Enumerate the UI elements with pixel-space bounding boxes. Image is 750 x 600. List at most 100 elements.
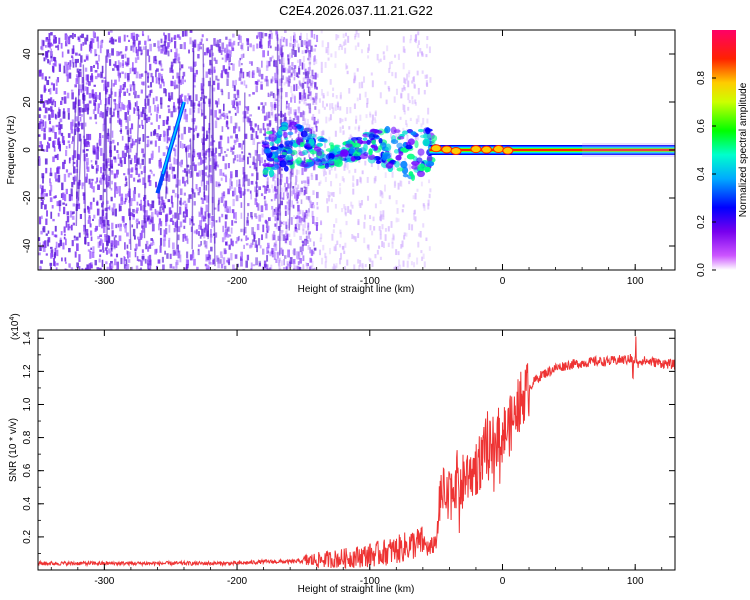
- spectrogram-faint-cell: [287, 263, 290, 270]
- spectrogram-faint-cell: [410, 34, 413, 41]
- spectrogram-faint-cell: [277, 260, 280, 266]
- spectrogram-faint-cell: [303, 63, 306, 69]
- spectrogram-noise-cell: [100, 147, 103, 156]
- spectrogram-faint-cell: [344, 206, 347, 210]
- spectrogram-faint-cell: [295, 190, 298, 195]
- spectrogram-noise-cell: [40, 201, 43, 209]
- spectrogram-noise-cell: [284, 67, 287, 72]
- spectrogram-noise-cell: [273, 59, 275, 63]
- spectrogram-noise-cell: [126, 193, 130, 197]
- spectrogram-faint-cell: [354, 168, 357, 173]
- spectrogram-noise-cell: [157, 72, 161, 81]
- spectrogram-faint-cell: [407, 80, 410, 88]
- spectrogram-noise-cell: [268, 120, 272, 126]
- spectrogram-noise-cell: [189, 66, 193, 71]
- spectrogram-noise-cell: [294, 112, 297, 116]
- spectrogram-noise-cell: [227, 226, 230, 232]
- spectrogram-noise-cell: [147, 35, 150, 42]
- spectrogram-noise-cell: [147, 200, 149, 206]
- spectrogram-noise-cell: [249, 125, 253, 131]
- spectrogram-noise-cell: [242, 53, 245, 58]
- spectrogram-noise-cell: [93, 150, 96, 155]
- spectrogram-noise-cell: [314, 221, 317, 226]
- spectrogram-noise-cell: [54, 113, 57, 119]
- spectrogram-noise-cell: [67, 49, 70, 54]
- spectrogram-faint-cell: [358, 125, 361, 130]
- spectrogram-noise-cell: [222, 225, 224, 233]
- spectrogram-noise-cell: [270, 199, 273, 202]
- spectrogram-noise-cell: [48, 137, 52, 141]
- spectrogram-noise-cell: [66, 211, 69, 216]
- spectrogram-faint-cell: [358, 82, 361, 89]
- spectrogram-noise-cell: [264, 78, 267, 82]
- spectrogram-faint-cell: [420, 250, 423, 254]
- spectrogram-faint-cell: [304, 118, 307, 125]
- spectrogram-noise-cell: [120, 51, 123, 54]
- spectrogram-faint-cell: [390, 133, 393, 139]
- spectrogram-faint-cell: [368, 43, 371, 51]
- spectrogram-faint-cell: [349, 209, 352, 214]
- spectrogram-noise-cell: [269, 93, 271, 98]
- spectrogram-faint-cell: [293, 94, 296, 100]
- spectrogram-noise-cell: [86, 233, 89, 238]
- spectrogram-noise-cell: [242, 140, 245, 145]
- spectrogram-noise-cell: [148, 93, 151, 98]
- spectrogram-faint-cell: [413, 262, 416, 268]
- spectrogram-noise-cell: [128, 39, 130, 43]
- spectrogram-noise-cell: [119, 85, 122, 94]
- spectrogram-noise-cell: [228, 60, 230, 66]
- spectrogram-noise-cell: [263, 195, 266, 200]
- spectrogram-noise-cell: [296, 192, 299, 199]
- spectrogram-faint-cell: [369, 111, 372, 116]
- spectrogram-noise-cell: [249, 114, 253, 117]
- spectrogram-noise-cell: [247, 46, 249, 51]
- spectrogram-noise-cell: [232, 33, 235, 38]
- spectrogram-noise-cell: [249, 120, 252, 126]
- spectrogram-noise-cell: [57, 174, 61, 183]
- spectrogram-noise-cell: [141, 73, 144, 77]
- spectrogram-faint-cell: [379, 199, 382, 205]
- spectrogram-faint-cell: [399, 264, 402, 270]
- spectrogram-noise-cell: [270, 147, 274, 153]
- spectrogram-noise-cell: [44, 204, 47, 210]
- spectrogram-noise-cell: [266, 264, 269, 269]
- spectrogram-faint-cell: [309, 91, 312, 96]
- spectrogram-noise-cell: [92, 197, 95, 202]
- spectrogram-noise-cell: [134, 102, 137, 107]
- spectrogram-noise-cell: [282, 117, 286, 124]
- spectrogram-faint-cell: [378, 226, 381, 231]
- spectrogram-noise-cell: [204, 166, 208, 170]
- spectrogram-faint-cell: [333, 246, 336, 251]
- spectrogram-noise-cell: [209, 235, 213, 243]
- spectrogram-noise-cell: [139, 232, 143, 240]
- spectrogram-noise-cell: [87, 249, 91, 252]
- spectrogram-noise-cell: [69, 65, 71, 70]
- spectrogram-noise-cell: [67, 140, 70, 144]
- spectrogram-faint-cell: [388, 195, 391, 200]
- spectrogram-noise-cell: [313, 241, 315, 247]
- spectrogram-noise-cell: [124, 143, 128, 148]
- spectrogram-faint-cell: [325, 256, 328, 263]
- spectrogram-noise-cell: [136, 207, 139, 211]
- spectrogram-noise-cell: [72, 166, 76, 174]
- spectrogram-noise-cell: [250, 133, 254, 141]
- spectrogram-faint-cell: [395, 132, 398, 137]
- spectrogram-noise-cell: [102, 243, 104, 251]
- spectrogram-noise-cell: [315, 225, 318, 231]
- spectrogram-noise-cell: [246, 254, 250, 261]
- spectrogram-noise-cell: [39, 242, 41, 246]
- spectrogram-noise-cell: [62, 161, 65, 170]
- spectrogram-noise-cell: [101, 112, 105, 119]
- spectrogram-noise-cell: [258, 260, 262, 267]
- spectrogram-cluster-cell: [423, 132, 432, 140]
- spectrogram-noise-cell: [57, 111, 60, 118]
- spectrogram-faint-cell: [306, 38, 309, 45]
- spectrogram-cluster-cell: [292, 142, 299, 148]
- spectrogram-noise-cell: [203, 216, 206, 222]
- snr-y-tick-label: 0.6: [22, 463, 33, 477]
- spectrogram-noise-cell: [210, 228, 212, 235]
- spectrogram-noise-cell: [126, 143, 128, 150]
- spectrogram-noise-cell: [118, 193, 121, 197]
- spectrogram-cluster-cell: [296, 157, 302, 165]
- spectrogram-faint-cell: [328, 117, 331, 122]
